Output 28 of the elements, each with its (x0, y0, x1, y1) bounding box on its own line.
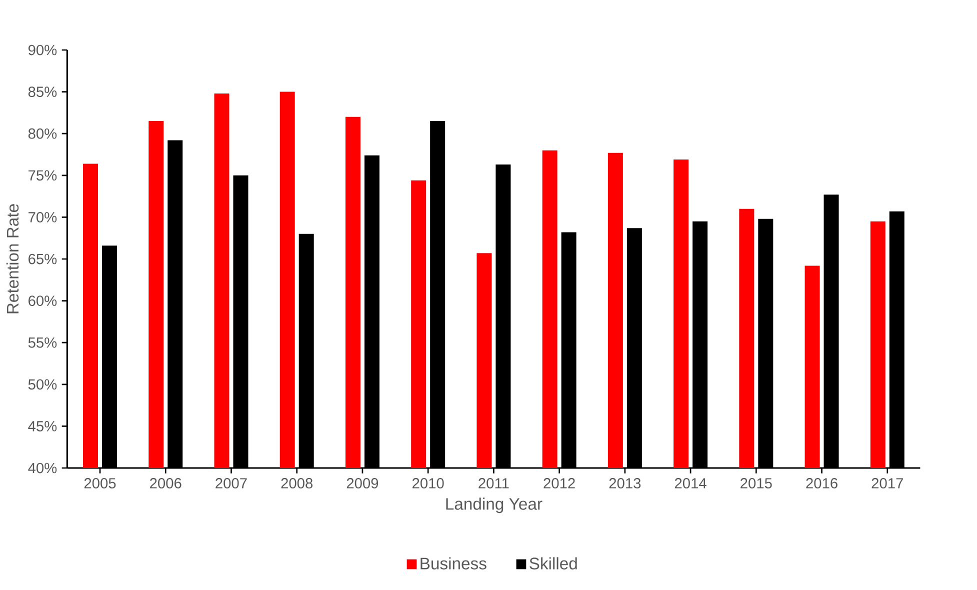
x-tick-label: 2007 (216, 478, 247, 488)
legend-label: Business (420, 557, 486, 570)
x-tick-label: 2008 (281, 478, 313, 488)
y-tick-label: 45% (28, 421, 57, 432)
x-tick-label: 2011 (478, 478, 509, 488)
y-tick-label: 80% (28, 128, 57, 139)
x-axis-title: Landing Year (446, 498, 542, 514)
y-tick-label: 60% (28, 296, 57, 306)
y-tick-label: 90% (28, 44, 57, 56)
x-tick-label: 2006 (150, 478, 182, 488)
y-tick-label: 65% (28, 254, 57, 264)
x-tick-label: 2009 (346, 478, 378, 488)
y-axis-title: Retention Rate (6, 204, 19, 314)
legend-label: Skilled (530, 557, 577, 570)
y-tick-label: 85% (28, 86, 57, 97)
y-tick-label: 40% (28, 462, 57, 474)
x-tick-label: 2016 (806, 478, 838, 488)
y-tick-label: 75% (28, 170, 57, 181)
y-tick-label: 55% (28, 337, 57, 348)
x-tick-label: 2005 (84, 478, 116, 488)
y-tick-label: 50% (28, 379, 57, 390)
x-tick-label: 2015 (740, 478, 772, 488)
y-tick-label: 70% (28, 212, 57, 222)
x-tick-label: 2010 (412, 478, 444, 488)
x-tick-label: 2014 (674, 478, 706, 488)
x-tick-label: 2012 (544, 478, 575, 488)
x-tick-label: 2017 (872, 478, 903, 488)
x-tick-label: 2013 (609, 478, 641, 488)
